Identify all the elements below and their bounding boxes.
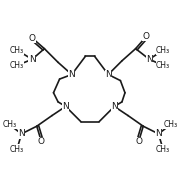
Text: O: O — [38, 137, 45, 146]
Text: CH₃: CH₃ — [10, 61, 24, 70]
Text: O: O — [135, 137, 142, 146]
Text: N: N — [155, 129, 162, 138]
Text: N: N — [29, 55, 36, 64]
Text: CH₃: CH₃ — [156, 46, 170, 55]
Text: O: O — [143, 32, 150, 41]
Text: N: N — [111, 102, 118, 111]
Text: CH₃: CH₃ — [10, 145, 24, 153]
Text: N: N — [105, 70, 112, 79]
Text: N: N — [68, 70, 75, 79]
Text: CH₃: CH₃ — [2, 120, 16, 129]
Text: N: N — [18, 129, 25, 138]
Text: CH₃: CH₃ — [164, 120, 178, 129]
Text: CH₃: CH₃ — [156, 61, 170, 70]
Text: N: N — [62, 102, 69, 111]
Text: N: N — [146, 55, 153, 64]
Text: CH₃: CH₃ — [10, 46, 24, 55]
Text: O: O — [29, 33, 36, 43]
Text: CH₃: CH₃ — [156, 145, 170, 153]
